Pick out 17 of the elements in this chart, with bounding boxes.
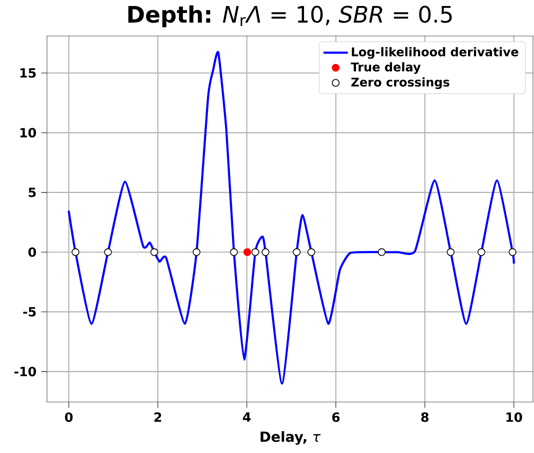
x-tick-label: 2	[154, 412, 162, 422]
legend-label: Log-likelihood derivative	[352, 47, 518, 59]
legend-label: True delay	[350, 62, 421, 74]
x-tick-label: 8	[421, 412, 428, 422]
y-tick-label: -10	[14, 366, 36, 376]
x-tick-label: 0	[65, 412, 73, 422]
y-tick-label: 5	[28, 188, 36, 198]
x-tick-label: 6	[332, 412, 340, 422]
y-tick-label: -5	[23, 307, 36, 317]
y-tick-label: 15	[20, 68, 36, 78]
legend-label: Zero crossings	[351, 77, 450, 90]
x-tick-label: 10	[506, 412, 522, 422]
y-tick-label: 0	[28, 247, 36, 257]
chart-title: Depth: N$_{r}$Λ = 10, SBR = 0.5	[128, 5, 452, 28]
x-axis-title: Delay, τ	[260, 431, 321, 445]
x-tick-label: 4	[242, 412, 251, 422]
y-tick-label: 10	[20, 128, 36, 138]
